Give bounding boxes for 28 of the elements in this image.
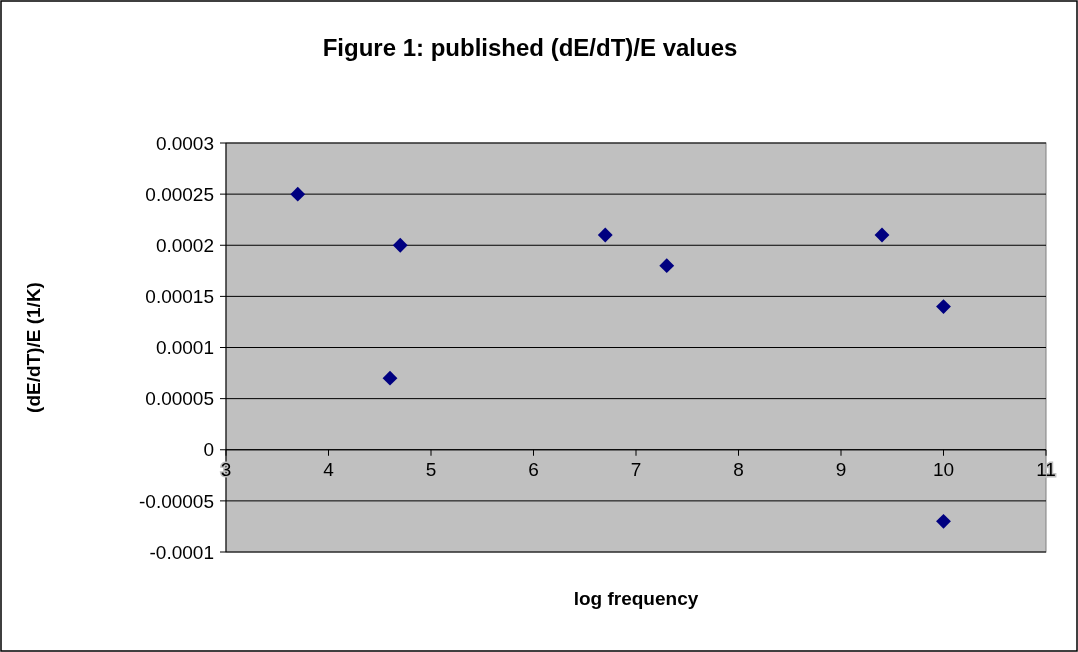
y-tick-label: -0.00005 (138, 490, 214, 512)
x-tick-label: 6 (528, 458, 539, 480)
y-tick-label: 0.00005 (145, 388, 214, 410)
y-tick-label: 0.0002 (155, 234, 214, 256)
x-axis-title: log frequency (573, 588, 699, 609)
y-tick-label: -0.0001 (149, 541, 214, 563)
y-axis-title: (dE/dT)/E (1/K) (23, 282, 44, 413)
point (936, 299, 951, 315)
chart-title: Figure 1: published (dE/dT)/E values (322, 34, 738, 61)
x-tick-label: 4 (323, 458, 335, 480)
x-tick-label: 5 (425, 458, 437, 480)
x-tick-label: 10 (932, 458, 955, 480)
y-tick-label: 0.0003 (155, 132, 214, 154)
point (659, 258, 675, 274)
point (382, 370, 398, 386)
x-tick-label: 7 (630, 458, 642, 480)
x-tick-label: 11 (1036, 458, 1056, 480)
y-tick-label: 0.00025 (145, 183, 214, 205)
point (874, 227, 890, 243)
x-tick-label: 8 (733, 458, 744, 480)
y-tick-label: 0 (203, 439, 214, 461)
point (936, 513, 951, 529)
point (597, 227, 613, 243)
y-tick-label: 0.00015 (145, 286, 214, 308)
y-tick-label: 0.0001 (155, 337, 214, 359)
point (290, 186, 306, 202)
point (392, 237, 408, 253)
x-tick-label: 9 (835, 458, 847, 480)
